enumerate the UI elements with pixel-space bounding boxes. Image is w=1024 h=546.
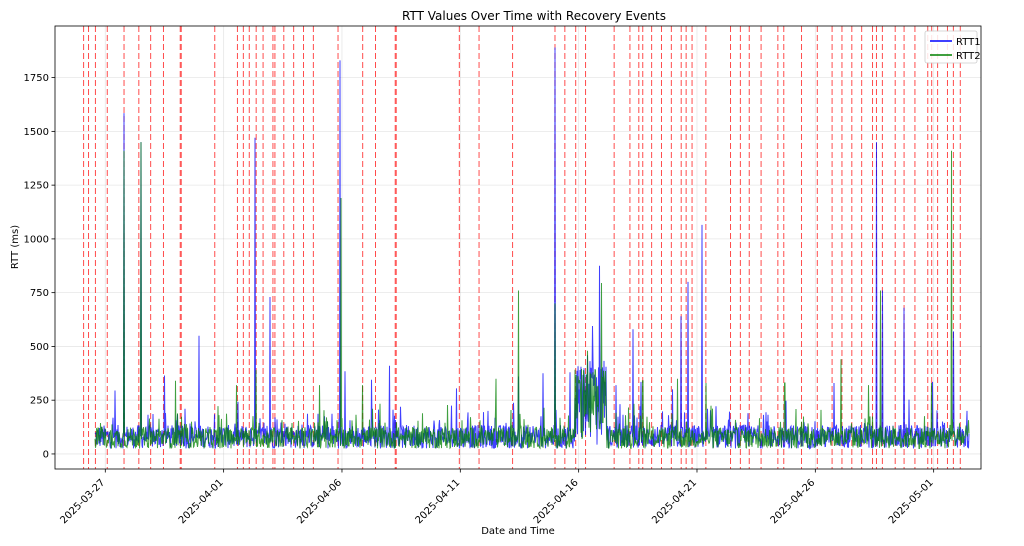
chart-title: RTT Values Over Time with Recovery Event… [402,9,666,23]
y-tick-label: 1750 [24,73,49,84]
y-tick-label: 500 [30,342,49,353]
x-tick-label: 2025-04-16 [532,477,581,526]
grid [55,26,981,469]
y-tick-label: 250 [30,396,49,407]
x-tick-label: 2025-05-01 [887,477,936,526]
legend: RTT1 RTT2 [924,30,981,64]
series-line-rtt1 [94,47,970,450]
y-tick-label: 1500 [24,127,49,138]
series-layer [94,47,970,450]
x-tick-label: 2025-04-26 [769,477,818,526]
y-axis-title: RTT (ms) [10,225,21,269]
y-tick-label: 1250 [24,181,49,192]
legend-label-rtt1: RTT1 [956,37,981,48]
x-axis-title: Date and Time [481,526,555,537]
x-tick-label: 2025-03-27 [59,477,108,526]
x-tick-label: 2025-04-06 [295,477,344,526]
y-tick-label: 750 [30,288,49,299]
y-tick-label: 0 [43,449,49,460]
recovery-event-lines [83,26,961,469]
x-tick-label: 2025-04-11 [414,477,463,526]
axes: 0 250 500 750 1000 1250 1500 1750 2025-03-27 2025… [24,73,936,526]
plot-frame [54,25,982,470]
y-tick-label: 1000 [24,234,49,245]
x-tick-label: 2025-04-21 [650,477,699,526]
legend-label-rtt2: RTT2 [956,51,981,62]
series-line-rtt2 [94,142,970,450]
x-tick-label: 2025-04-01 [177,477,226,526]
